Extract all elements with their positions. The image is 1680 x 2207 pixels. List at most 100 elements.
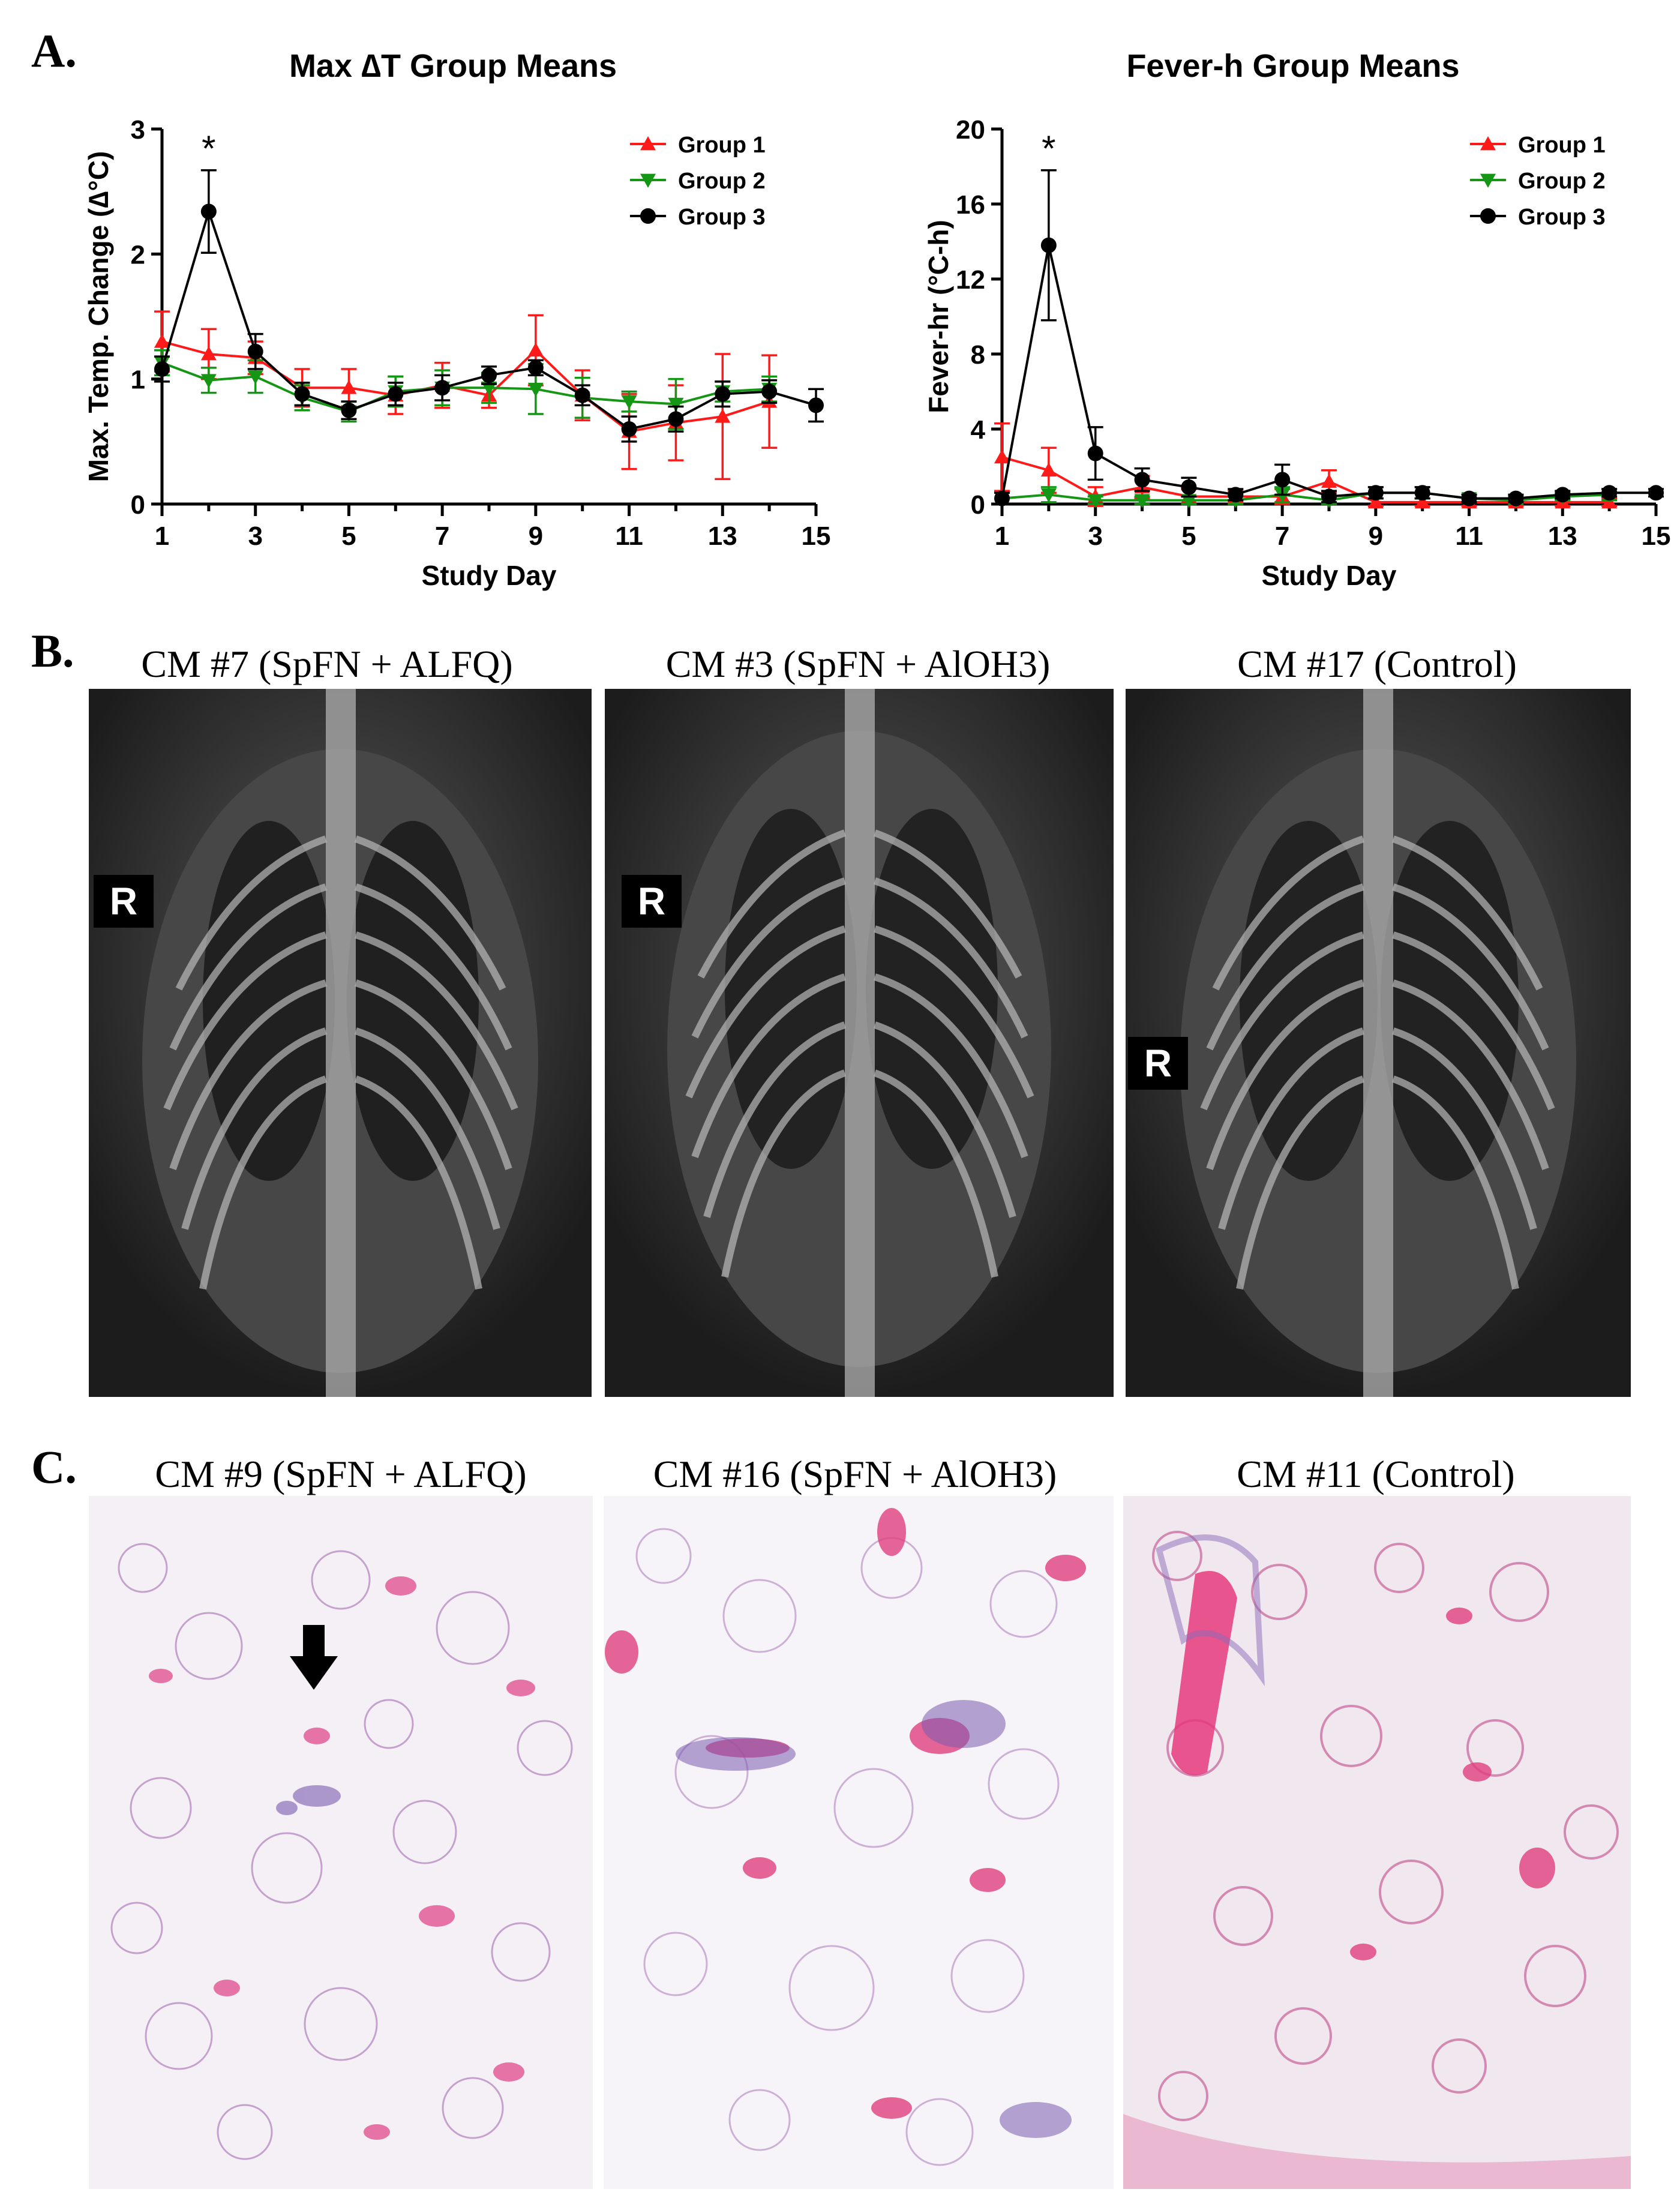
data-point bbox=[574, 387, 590, 403]
data-point bbox=[1274, 472, 1291, 488]
data-point bbox=[1134, 494, 1150, 508]
data-point bbox=[1228, 487, 1244, 503]
x-tick-label: 13 bbox=[1548, 521, 1577, 551]
significance-asterisk: * bbox=[202, 128, 215, 169]
y-tick-label: 1 bbox=[131, 365, 145, 395]
lung-tissue-graphic bbox=[1123, 1496, 1631, 2189]
data-point bbox=[247, 343, 263, 359]
chart-title: Max ∆T Group Means bbox=[289, 48, 617, 84]
data-point bbox=[994, 449, 1010, 464]
series-line bbox=[1001, 245, 1656, 500]
significance-asterisk: * bbox=[1042, 128, 1055, 169]
x-axis-label: Study Day bbox=[1262, 560, 1397, 591]
data-point bbox=[808, 397, 824, 413]
xray-title-3: CM #17 (Control) bbox=[1237, 643, 1517, 685]
y-tick-label: 12 bbox=[956, 265, 985, 295]
data-point bbox=[761, 383, 778, 400]
data-point bbox=[200, 203, 217, 220]
data-point bbox=[154, 361, 170, 377]
legend-label: Group 3 bbox=[1518, 205, 1606, 230]
legend-label: Group 1 bbox=[678, 133, 766, 158]
data-point bbox=[1508, 490, 1524, 506]
series-line bbox=[1001, 491, 1610, 502]
x-axis-label: Study Day bbox=[422, 560, 557, 591]
down-arrow-icon bbox=[290, 1625, 338, 1690]
data-point bbox=[1321, 488, 1337, 505]
data-point bbox=[341, 380, 357, 394]
data-point bbox=[668, 411, 684, 427]
right-side-marker: R bbox=[622, 875, 682, 928]
legend-marker bbox=[1480, 173, 1496, 188]
y-tick-label: 0 bbox=[971, 490, 985, 520]
data-point bbox=[434, 380, 451, 396]
data-point bbox=[1367, 485, 1384, 501]
series-group-3 bbox=[154, 169, 824, 443]
data-point bbox=[527, 359, 544, 376]
data-point bbox=[1087, 445, 1103, 461]
data-point bbox=[527, 342, 544, 357]
y-tick-label: 8 bbox=[971, 340, 985, 370]
histology-title-1: CM #9 (SpFN + ALFQ) bbox=[155, 1453, 527, 1495]
legend-label: Group 2 bbox=[678, 169, 766, 194]
data-point bbox=[668, 397, 684, 412]
thoracic-xray-graphic bbox=[605, 689, 1114, 1397]
xray-title-2: CM #3 (SpFN + AlOH3) bbox=[665, 643, 1051, 685]
series-group-3 bbox=[994, 169, 1664, 506]
legend-label: Group 3 bbox=[678, 205, 766, 230]
data-point bbox=[621, 421, 637, 437]
x-tick-label: 1 bbox=[155, 521, 169, 551]
x-tick-label: 1 bbox=[995, 521, 1009, 551]
y-tick-label: 4 bbox=[971, 415, 986, 445]
data-point bbox=[1367, 494, 1384, 509]
x-tick-label: 9 bbox=[529, 521, 543, 551]
x-tick-label: 15 bbox=[802, 521, 831, 551]
histology-title-3: CM #11 (Control) bbox=[1237, 1453, 1515, 1495]
y-tick-label: 2 bbox=[131, 240, 145, 269]
data-point bbox=[1555, 487, 1571, 503]
xray-image-cm7: R bbox=[89, 689, 592, 1397]
data-point bbox=[1040, 488, 1057, 503]
data-point bbox=[1321, 473, 1337, 488]
x-tick-label: 13 bbox=[708, 521, 737, 551]
y-tick-label: 16 bbox=[956, 190, 985, 220]
data-point bbox=[1181, 479, 1197, 495]
panel-c-label: C. bbox=[31, 1441, 77, 1493]
series-line bbox=[161, 361, 770, 413]
x-tick-label: 11 bbox=[615, 521, 643, 551]
histology-image-cm16 bbox=[604, 1496, 1114, 2189]
x-tick-label: 7 bbox=[435, 521, 449, 551]
data-point bbox=[994, 490, 1010, 506]
legend-marker bbox=[1480, 136, 1496, 151]
lung-tissue-graphic bbox=[89, 1496, 593, 2189]
xray-title-1: CM #7 (SpFN + ALFQ) bbox=[141, 643, 513, 685]
data-point bbox=[1087, 494, 1103, 508]
x-tick-label: 5 bbox=[341, 521, 356, 551]
y-tick-label: 20 bbox=[956, 115, 985, 145]
x-tick-label: 5 bbox=[1181, 521, 1196, 551]
y-tick-label: 0 bbox=[131, 490, 145, 520]
thoracic-xray-graphic bbox=[1126, 689, 1631, 1397]
series-group-2 bbox=[154, 349, 778, 430]
legend-marker bbox=[640, 136, 656, 151]
data-point bbox=[1040, 462, 1057, 477]
chart-title: Fever-h Group Means bbox=[1126, 48, 1459, 84]
legend-marker bbox=[640, 173, 656, 188]
legend-marker bbox=[640, 208, 656, 224]
data-point bbox=[294, 386, 310, 402]
data-point bbox=[1648, 485, 1664, 501]
x-tick-label: 9 bbox=[1369, 521, 1383, 551]
data-point bbox=[1040, 237, 1057, 253]
y-axis-label: Fever-hr (°C-h) bbox=[923, 220, 954, 413]
data-point bbox=[1414, 494, 1430, 509]
legend-label: Group 1 bbox=[1518, 133, 1606, 158]
data-point bbox=[154, 334, 170, 348]
thoracic-xray-graphic bbox=[89, 689, 592, 1397]
histology-title-2: CM #16 (SpFN + AlOH3) bbox=[653, 1453, 1057, 1495]
legend-marker bbox=[1480, 208, 1496, 224]
right-side-marker: R bbox=[1128, 1037, 1188, 1090]
data-point bbox=[1461, 490, 1477, 506]
data-point bbox=[715, 409, 731, 423]
lung-tissue-graphic bbox=[604, 1496, 1114, 2189]
